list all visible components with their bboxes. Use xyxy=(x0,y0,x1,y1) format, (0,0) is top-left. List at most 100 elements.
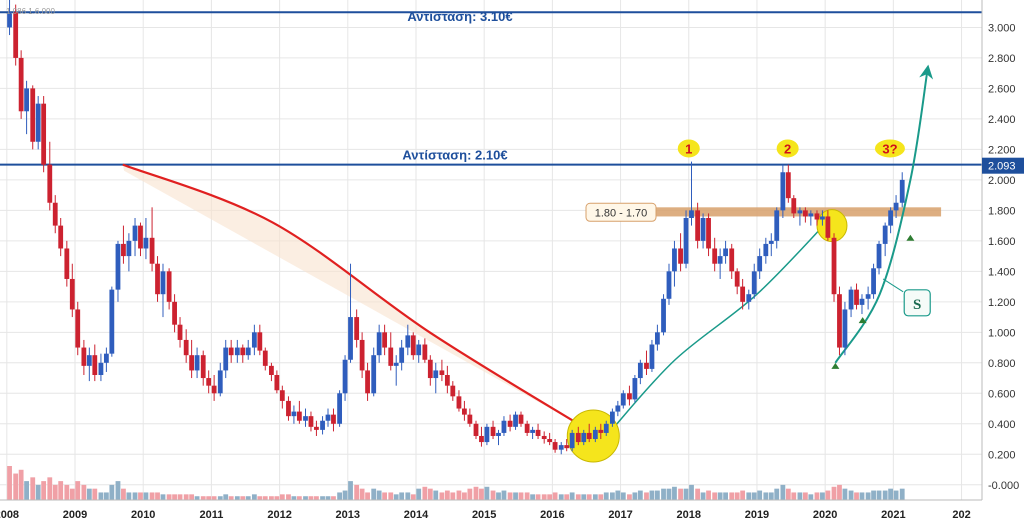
volume-bar xyxy=(695,488,701,500)
volume-bar xyxy=(637,490,643,500)
volume-bar xyxy=(320,496,325,500)
volume-bar xyxy=(359,488,365,500)
candle-body xyxy=(206,378,212,386)
zone-label-box xyxy=(585,202,657,222)
volume-bar xyxy=(47,477,53,500)
volume-bar xyxy=(206,496,212,500)
candle-body xyxy=(882,225,888,244)
candle-body xyxy=(405,335,411,348)
volume-bar xyxy=(644,492,649,500)
candle-body xyxy=(706,217,711,249)
candle-body xyxy=(13,12,19,58)
volume-bar xyxy=(92,488,98,500)
volume-bar xyxy=(507,492,513,500)
volume-bar xyxy=(223,494,229,500)
candle-body xyxy=(820,216,825,220)
candle-body xyxy=(575,432,581,443)
volume-bar xyxy=(331,496,336,500)
y-tick-label: 2.600 xyxy=(988,83,1016,95)
candle-body xyxy=(467,414,473,424)
candle-body xyxy=(479,435,484,443)
candle-body xyxy=(325,414,331,421)
volume-bar xyxy=(371,488,377,500)
volume-bar xyxy=(723,492,728,500)
candle-body xyxy=(751,271,757,295)
candle-body xyxy=(865,294,871,299)
volume-bar xyxy=(138,492,143,500)
candle-body xyxy=(723,248,728,257)
candle-body xyxy=(552,442,558,450)
x-tick-label: 2015 xyxy=(472,509,496,521)
resistance-label: Αντίσταση: 2.10€ xyxy=(402,148,507,163)
volume-bar xyxy=(24,481,29,500)
volume-bar xyxy=(399,492,405,500)
volume-bar xyxy=(450,492,456,500)
candle-body xyxy=(138,225,143,249)
volume-bar xyxy=(376,490,382,500)
candle-body xyxy=(717,256,723,264)
candle-body xyxy=(200,355,206,379)
candle-body xyxy=(52,202,58,226)
signal-marker xyxy=(831,362,840,369)
volume-bar xyxy=(200,496,206,500)
candle-body xyxy=(547,439,553,443)
volume-bar xyxy=(490,490,496,500)
x-tick-label: 2020 xyxy=(813,509,837,521)
volume-bar xyxy=(439,492,445,500)
candle-body xyxy=(746,294,752,302)
x-tick-label: 2019 xyxy=(745,509,769,521)
volume-bar xyxy=(757,490,763,500)
candle-body xyxy=(888,210,894,226)
candle-body xyxy=(183,339,189,356)
candle-body xyxy=(496,432,501,436)
trend-lines xyxy=(122,64,934,463)
x-tick-label: 2018 xyxy=(677,509,701,521)
volume-bar xyxy=(274,496,280,500)
volume-bar xyxy=(479,488,484,500)
x-tick-label: 2008 xyxy=(0,509,19,521)
candle-body xyxy=(7,12,12,28)
volume-bar xyxy=(58,481,64,500)
volume-bar xyxy=(388,492,394,500)
up-trend-curve xyxy=(609,215,833,432)
volume-bar xyxy=(609,492,615,500)
volume-bar xyxy=(780,484,786,500)
candle-body xyxy=(439,370,445,375)
volume-bar xyxy=(121,488,126,500)
peak-label: 3? xyxy=(882,141,897,156)
volume-bar xyxy=(325,496,331,500)
candle-body xyxy=(695,210,701,241)
volume-bar xyxy=(35,484,41,500)
candle-body xyxy=(757,256,763,272)
candle-body xyxy=(598,429,604,433)
volume-bar xyxy=(820,492,825,500)
volume-bar xyxy=(217,496,223,500)
candle-body xyxy=(393,362,399,366)
volume-bar xyxy=(81,484,87,500)
y-tick-label: 3.000 xyxy=(988,22,1016,34)
candle-body xyxy=(365,370,370,394)
volume-bar xyxy=(433,490,439,500)
volume-bar xyxy=(194,496,200,500)
volume-bar xyxy=(627,494,632,500)
candle-body xyxy=(785,172,791,199)
volume-bar xyxy=(69,488,75,500)
candle-body xyxy=(518,414,524,424)
candle-body xyxy=(734,271,740,287)
volume-bar xyxy=(228,496,234,500)
candle-body xyxy=(672,248,677,272)
candle-body xyxy=(359,339,365,371)
candle-body xyxy=(422,344,428,360)
candle-body xyxy=(86,355,92,366)
candle-body xyxy=(189,355,195,371)
volume-bar xyxy=(109,484,115,500)
volume-bar xyxy=(13,473,19,500)
volume-bar xyxy=(882,490,888,500)
candle-body xyxy=(620,393,626,406)
y-tick-label: 2.800 xyxy=(988,53,1016,65)
down-trend-shade xyxy=(122,164,584,427)
volume-bar xyxy=(279,494,285,500)
candle-body xyxy=(228,347,234,356)
volume-bar xyxy=(746,492,752,500)
